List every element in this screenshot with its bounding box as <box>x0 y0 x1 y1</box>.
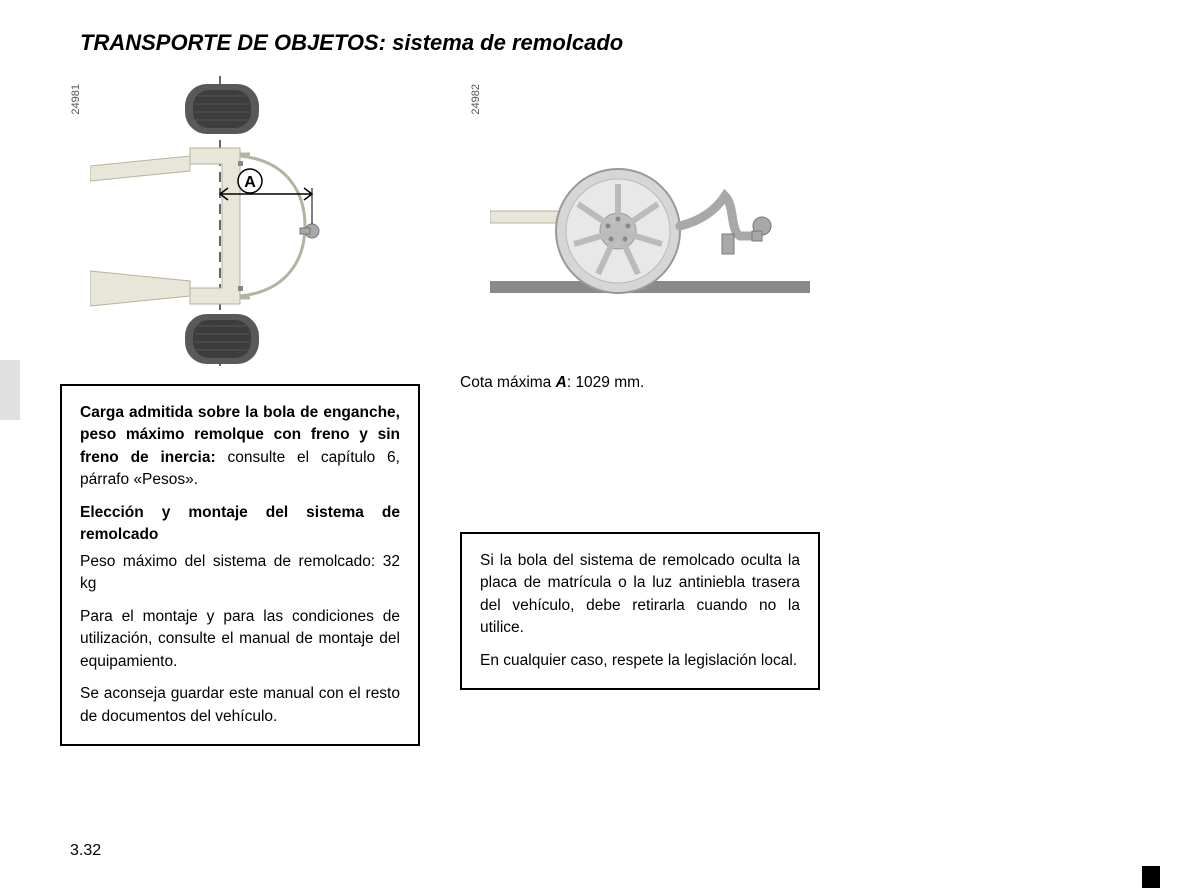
box-right-p2: En cualquier caso, respete la legislació… <box>480 650 800 672</box>
figure-2-diagram <box>490 76 810 366</box>
page-number: 3.32 <box>70 842 101 860</box>
box-left-p1: Carga admitida sobre la bola de enganche… <box>80 402 400 492</box>
figure-1-number: 24981 <box>70 84 82 115</box>
figure-2: 24982 <box>460 76 820 366</box>
box-left-p3: Peso máximo del sistema de remolcado: 32… <box>80 551 400 596</box>
box-right-p1: Si la bola del sistema de remolcado ocul… <box>480 550 800 640</box>
figure-2-caption: Cota máxima A: 1029 mm. <box>460 374 820 392</box>
content-columns: 24981 <box>60 76 1160 816</box>
page-edge-marker <box>1142 866 1160 888</box>
column-right <box>840 76 1200 816</box>
page-title: TRANSPORTE DE OBJETOS: sistema de remolc… <box>80 30 1160 56</box>
column-left: 24981 <box>60 76 420 816</box>
box-left-p2: Elección y montaje del sistema de remolc… <box>80 502 400 547</box>
info-box-right: Si la bola del sistema de remolcado ocul… <box>460 532 820 690</box>
info-box-left: Carga admitida sobre la bola de enganche… <box>60 384 420 746</box>
caption-dim: A <box>556 374 567 391</box>
dimension-a-label: A <box>244 174 256 191</box>
page-side-tab <box>0 360 20 420</box>
column-middle: 24982 <box>460 76 820 816</box>
caption-prefix: Cota máxima <box>460 374 556 391</box>
caption-suffix: : 1029 mm. <box>567 374 645 391</box>
figure-2-number: 24982 <box>470 84 482 115</box>
figure-1-diagram: A <box>90 76 410 366</box>
figure-1: 24981 <box>60 76 420 366</box>
box-left-p4: Para el montaje y para las condiciones d… <box>80 606 400 673</box>
box-left-p2-bold: Elección y montaje del sistema de remolc… <box>80 504 400 543</box>
box-left-p5: Se aconseja guardar este manual con el r… <box>80 683 400 728</box>
